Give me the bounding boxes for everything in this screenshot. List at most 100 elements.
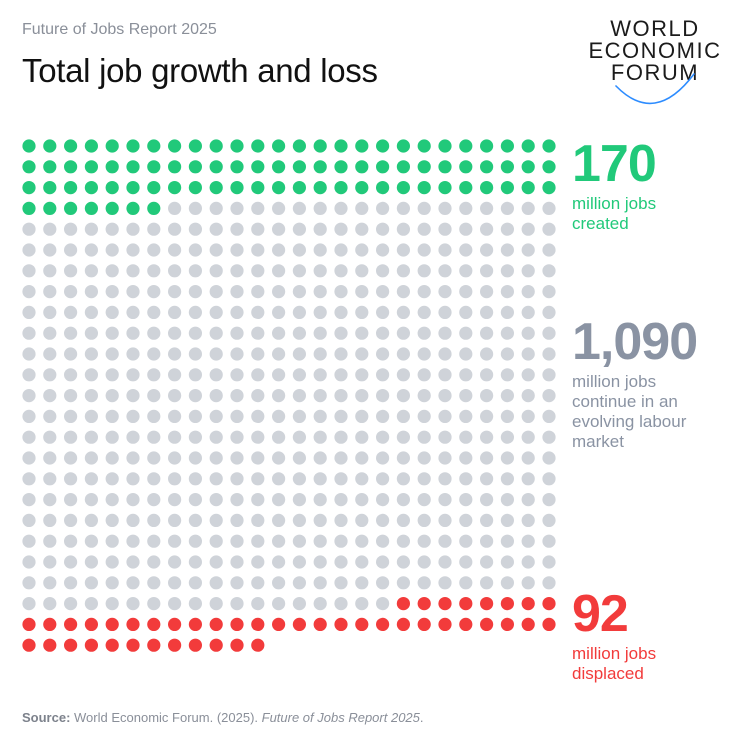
waffle-dot-series-2 [147, 638, 161, 652]
waffle-dot-series-1 [64, 326, 78, 340]
stat-continue-label-line: market [572, 432, 624, 451]
waffle-dot-series-2 [459, 597, 473, 611]
logo-line-economic: ECONOMIC [588, 38, 722, 63]
waffle-dot-series-1 [251, 597, 265, 611]
waffle-dot-series-1 [147, 451, 161, 465]
waffle-dot-series-1 [500, 347, 514, 361]
waffle-dot-series-1 [355, 534, 369, 548]
waffle-dot-series-1 [230, 243, 244, 257]
waffle-dot-series-1 [272, 368, 286, 382]
waffle-dot-series-1 [188, 305, 202, 319]
waffle-dot-series-1 [272, 389, 286, 403]
waffle-dot-series-0 [396, 160, 410, 174]
waffle-dot-series-1 [480, 576, 494, 590]
waffle-dot-series-1 [355, 264, 369, 278]
waffle-dot-series-1 [84, 597, 98, 611]
waffle-dot-series-1 [417, 201, 431, 215]
waffle-dot-series-1 [272, 472, 286, 486]
waffle-dot-series-1 [168, 368, 182, 382]
waffle-dot-series-1 [43, 222, 57, 236]
waffle-dot-series-1 [251, 493, 265, 507]
waffle-dot-series-1 [209, 513, 223, 528]
waffle-dot-series-0 [355, 139, 369, 153]
waffle-dot-series-1 [438, 409, 452, 423]
waffle-dot-series-1 [272, 326, 286, 340]
waffle-dot-series-1 [500, 451, 514, 465]
waffle-dot-series-0 [43, 160, 57, 174]
source-suffix: . [419, 710, 424, 725]
waffle-dot-series-1 [188, 368, 202, 382]
waffle-dot-series-2 [480, 617, 494, 632]
waffle-dot-series-1 [500, 513, 514, 528]
waffle-dot-series-1 [230, 513, 244, 528]
waffle-dot-series-2 [480, 597, 494, 611]
waffle-dot-series-0 [126, 139, 140, 153]
waffle-dot-series-0 [22, 181, 36, 195]
waffle-dot-series-1 [126, 264, 140, 278]
waffle-dot-series-1 [459, 576, 473, 590]
waffle-dot-series-1 [209, 326, 223, 340]
waffle-dot-series-2 [43, 638, 57, 652]
waffle-dot-series-0 [230, 160, 244, 174]
waffle-dot-series-1 [168, 222, 182, 236]
waffle-dot-series-1 [521, 534, 535, 548]
waffle-dot-series-1 [438, 285, 452, 299]
waffle-dot-series-1 [188, 389, 202, 403]
waffle-dot-series-1 [22, 389, 36, 403]
waffle-dot-series-0 [188, 139, 202, 153]
waffle-dot-series-1 [230, 347, 244, 361]
waffle-dot-series-1 [188, 576, 202, 590]
waffle-dot-series-1 [480, 534, 494, 548]
waffle-dot-series-1 [500, 576, 514, 590]
waffle-dot-series-0 [126, 160, 140, 174]
waffle-dot-series-1 [147, 597, 161, 611]
stat-displaced-value: 92 [572, 585, 629, 643]
waffle-dot-series-1 [272, 576, 286, 590]
waffle-dot-series-1 [84, 576, 98, 590]
waffle-dot-series-1 [313, 243, 327, 257]
waffle-dot-series-1 [209, 576, 223, 590]
waffle-dot-series-1 [230, 326, 244, 340]
waffle-dot-series-1 [334, 472, 348, 486]
waffle-dot-series-1 [542, 201, 556, 215]
waffle-dot-series-1 [126, 555, 140, 569]
waffle-dot-series-1 [126, 430, 140, 444]
waffle-dot-series-1 [438, 201, 452, 215]
waffle-dot-series-1 [209, 389, 223, 403]
waffle-dot-series-1 [272, 285, 286, 299]
waffle-dot-series-1 [292, 264, 306, 278]
waffle-dot-series-1 [542, 555, 556, 569]
waffle-dot-series-1 [147, 368, 161, 382]
waffle-dot-series-0 [230, 139, 244, 153]
waffle-dot-series-1 [521, 472, 535, 486]
waffle-dot-series-1 [22, 555, 36, 569]
waffle-dot-series-1 [209, 472, 223, 486]
waffle-dot-series-1 [251, 430, 265, 444]
waffle-dot-series-1 [251, 389, 265, 403]
waffle-dot-series-1 [292, 222, 306, 236]
waffle-dot-series-0 [355, 160, 369, 174]
waffle-dot-series-1 [168, 472, 182, 486]
waffle-dot-series-1 [396, 264, 410, 278]
waffle-dot-series-1 [500, 285, 514, 299]
waffle-dot-series-1 [396, 389, 410, 403]
waffle-dot-series-1 [64, 555, 78, 569]
waffle-dot-series-1 [105, 576, 119, 590]
waffle-dot-series-1 [500, 326, 514, 340]
waffle-dot-series-0 [438, 160, 452, 174]
waffle-dot-series-1 [64, 597, 78, 611]
waffle-dot-series-1 [459, 326, 473, 340]
waffle-dot-series-2 [126, 638, 140, 652]
waffle-dot-series-1 [376, 243, 390, 257]
waffle-dot-series-1 [272, 555, 286, 569]
waffle-dot-series-1 [480, 389, 494, 403]
waffle-dot-series-1 [334, 493, 348, 507]
waffle-dot-series-1 [459, 493, 473, 507]
waffle-dot-series-1 [417, 493, 431, 507]
waffle-dot-series-1 [209, 222, 223, 236]
waffle-dot-series-1 [313, 576, 327, 590]
waffle-dot-series-1 [43, 513, 57, 528]
waffle-dot-series-1 [292, 576, 306, 590]
waffle-dot-series-0 [334, 160, 348, 174]
